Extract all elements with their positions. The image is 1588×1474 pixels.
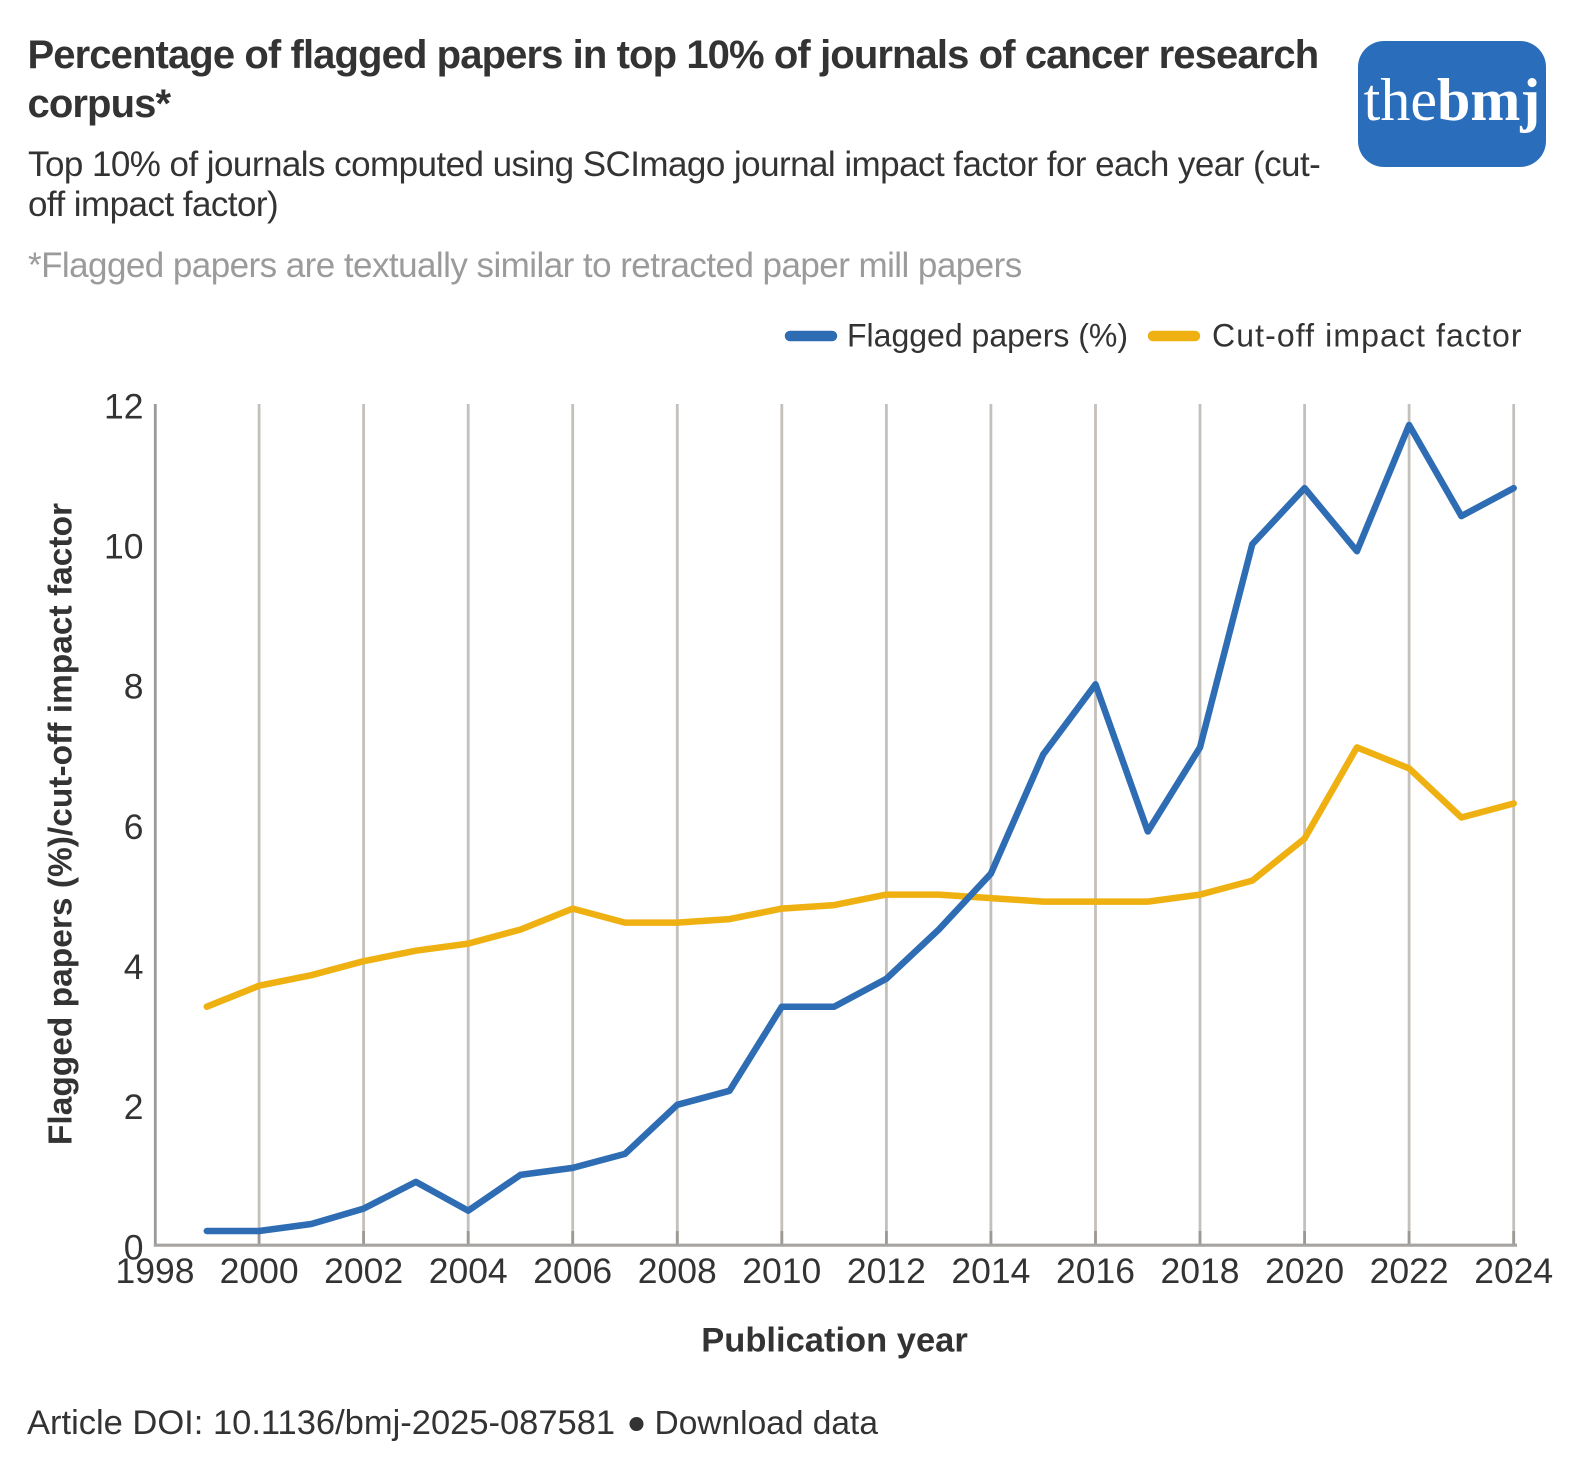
svg-text:Flagged papers (%): Flagged papers (%)	[847, 318, 1128, 354]
svg-text:2002: 2002	[324, 1251, 403, 1291]
svg-text:Article DOI: 10.1136/bmj-2025-: Article DOI: 10.1136/bmj-2025-087581	[27, 1404, 615, 1442]
svg-text:2000: 2000	[220, 1251, 299, 1291]
svg-text:2: 2	[124, 1087, 144, 1127]
svg-text:2012: 2012	[847, 1251, 926, 1291]
svg-text:8: 8	[124, 667, 144, 707]
svg-text:6: 6	[124, 807, 144, 847]
svg-text:Publication year: Publication year	[701, 1322, 968, 1360]
svg-text:2014: 2014	[951, 1251, 1030, 1291]
svg-text:Download data: Download data	[655, 1405, 879, 1442]
svg-text:4: 4	[124, 947, 144, 987]
svg-text:2010: 2010	[742, 1251, 821, 1291]
svg-text:12: 12	[104, 386, 144, 426]
svg-text:1998: 1998	[116, 1251, 195, 1291]
svg-text:2004: 2004	[429, 1251, 508, 1291]
svg-text:Cut-off impact factor: Cut-off impact factor	[1212, 318, 1523, 354]
svg-text:2008: 2008	[638, 1251, 717, 1291]
svg-text:2020: 2020	[1265, 1251, 1344, 1291]
svg-text:2016: 2016	[1056, 1251, 1135, 1291]
svg-text:2006: 2006	[533, 1251, 612, 1291]
svg-text:0: 0	[124, 1227, 144, 1267]
svg-text:Flagged papers (%)/cut-off imp: Flagged papers (%)/cut-off impact factor	[43, 503, 80, 1145]
svg-text:2018: 2018	[1161, 1251, 1240, 1291]
svg-text:2024: 2024	[1474, 1251, 1553, 1291]
svg-text:2022: 2022	[1370, 1251, 1449, 1291]
svg-text:10: 10	[104, 526, 144, 566]
